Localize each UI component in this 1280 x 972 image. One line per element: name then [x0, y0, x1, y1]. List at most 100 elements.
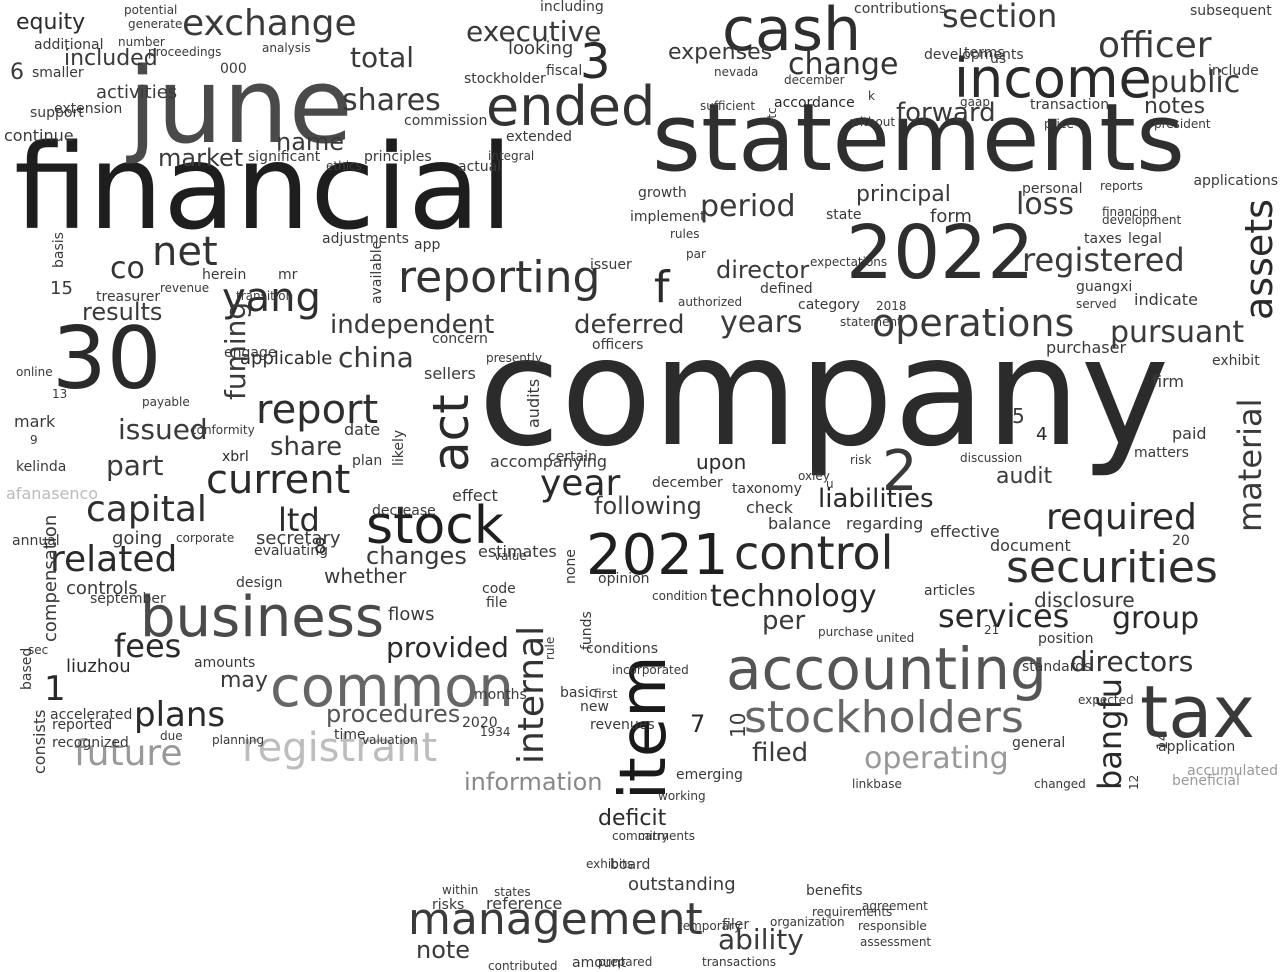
word-cloud-term: matters	[1134, 445, 1189, 461]
word-cloud-term: net	[152, 229, 218, 275]
word-cloud-term: 20	[1172, 533, 1190, 549]
word-cloud-term: ethics	[326, 159, 362, 173]
word-cloud-term: funds	[579, 611, 595, 650]
word-cloud-term: engage	[224, 345, 277, 361]
word-cloud-term: expectations	[810, 255, 888, 269]
word-cloud-term: 9	[30, 433, 38, 447]
word-cloud-term: deferred	[574, 310, 685, 340]
word-cloud-term: file	[486, 595, 508, 611]
word-cloud-term: integral	[488, 149, 535, 163]
word-cloud-term: analysis	[262, 41, 311, 55]
word-cloud-term: estimates	[478, 542, 557, 561]
word-cloud-term: code	[482, 581, 516, 597]
word-cloud-term: deficit	[598, 806, 667, 831]
word-cloud-term: management	[408, 894, 703, 945]
word-cloud-term: due	[160, 729, 183, 743]
word-cloud-term: fees	[114, 627, 182, 665]
word-cloud-term: taxes	[1084, 231, 1122, 247]
word-cloud-term: june	[128, 45, 353, 167]
word-cloud-term: equity	[16, 10, 86, 35]
word-cloud-term: guangxi	[1076, 279, 1133, 295]
word-cloud-term: whether	[324, 564, 407, 588]
word-cloud-term: form	[930, 206, 972, 227]
word-cloud-term: pursuant	[1110, 315, 1245, 350]
word-cloud-term: independent	[330, 310, 495, 340]
word-cloud-term: sec	[28, 643, 49, 657]
word-cloud-term: rule	[543, 636, 557, 660]
word-cloud-term: changes	[366, 542, 467, 570]
word-cloud-term: states	[494, 885, 531, 899]
word-cloud-term: accelerated	[50, 707, 133, 723]
word-cloud-term: operations	[872, 301, 1075, 345]
word-cloud-term: 12	[1127, 774, 1141, 790]
word-cloud-term: year	[540, 463, 621, 504]
word-cloud-term: including	[540, 0, 604, 15]
word-cloud-term: sufficient	[700, 99, 756, 113]
word-cloud-term: technology	[710, 579, 877, 614]
word-cloud-term: activities	[96, 82, 178, 103]
word-cloud-term: exhibits	[586, 857, 634, 871]
word-cloud-term: report	[256, 387, 379, 433]
word-cloud-term: reports	[1100, 179, 1143, 193]
word-cloud-term: number	[118, 35, 165, 49]
word-cloud-term: stock	[366, 496, 504, 556]
word-cloud-term: revenues	[590, 717, 655, 733]
word-cloud-term: valuation	[362, 733, 418, 747]
word-cloud-term: section	[942, 0, 1058, 35]
word-cloud-term: per	[762, 606, 806, 636]
word-cloud-term: served	[1076, 297, 1117, 311]
word-cloud-term: implement	[630, 209, 706, 225]
word-cloud-term: firm	[1152, 372, 1184, 391]
word-cloud-term: transaction	[1030, 97, 1110, 113]
word-cloud-term: developments	[924, 47, 1024, 63]
word-cloud-term: group	[1112, 601, 1200, 636]
word-cloud-term: name	[276, 128, 345, 156]
word-cloud-term: principal	[856, 182, 951, 207]
word-cloud-term: certain	[548, 449, 597, 465]
word-cloud-term: within	[442, 883, 479, 897]
word-cloud-term: linkbase	[852, 777, 902, 791]
word-cloud-term: continue	[4, 126, 74, 145]
word-cloud-term: 15	[50, 278, 73, 299]
word-cloud-term: commitments	[612, 829, 695, 843]
word-cloud-term: co	[110, 251, 145, 286]
word-cloud-term: securities	[1006, 542, 1218, 593]
word-cloud-term: without	[850, 115, 896, 129]
word-cloud-term: state	[826, 207, 862, 223]
word-cloud-term: development	[1102, 213, 1182, 227]
word-cloud-term: benefits	[806, 883, 863, 899]
word-cloud-term: capital	[86, 489, 207, 530]
word-cloud-term: 30	[52, 309, 162, 409]
word-cloud-term: rules	[670, 227, 700, 241]
word-cloud-term: procedures	[326, 700, 461, 728]
word-cloud-term: temporary	[678, 919, 742, 933]
word-cloud-term: loss	[1016, 187, 1074, 222]
word-cloud-term: first	[594, 687, 618, 701]
word-cloud-term: ltd	[278, 501, 320, 539]
word-cloud-term: executive	[466, 15, 602, 48]
word-cloud-term: reference	[486, 894, 563, 913]
word-cloud-term: market	[158, 144, 244, 172]
word-cloud-term: audit	[996, 464, 1053, 489]
word-cloud-term: evaluating	[254, 543, 328, 559]
word-cloud-term: extended	[506, 129, 573, 145]
word-cloud-term: stockholder	[464, 71, 546, 87]
word-cloud-term: none	[563, 549, 579, 584]
word-cloud-term: mr	[278, 267, 298, 283]
word-cloud-term: reporting	[398, 252, 601, 303]
word-cloud-term: legal	[1128, 231, 1162, 247]
word-cloud-term: looking	[508, 38, 574, 59]
word-cloud-term: secretary	[256, 528, 341, 549]
word-cloud-term: conformity	[190, 423, 255, 437]
word-cloud-term: tax	[1140, 670, 1255, 754]
word-cloud-term: agreement	[862, 899, 928, 913]
word-cloud-term: authorized	[678, 295, 743, 309]
word-cloud-term: 2020	[462, 715, 498, 731]
word-cloud-term: common	[270, 655, 514, 720]
word-cloud-term: value	[494, 549, 527, 563]
word-cloud-term: assets	[1237, 199, 1280, 320]
word-cloud-term: following	[594, 492, 702, 520]
word-cloud-term: included	[64, 46, 158, 71]
word-cloud-term: potential	[124, 3, 178, 17]
word-cloud-term: conditions	[586, 641, 659, 657]
